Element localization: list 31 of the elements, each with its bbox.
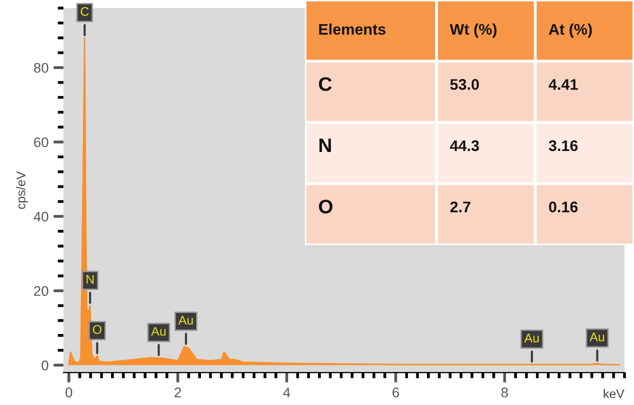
y-tick-label: 80 — [34, 62, 48, 73]
y-tick-label: 60 — [34, 137, 48, 148]
x-tick-label: 6 — [392, 388, 399, 398]
category-label: C — [318, 77, 332, 91]
category-label: O — [318, 200, 332, 214]
annotation: O — [92, 325, 102, 334]
x-tick-label: 4 — [283, 388, 290, 398]
series-label: At (%) — [548, 24, 592, 38]
x-tick-label: 0 — [66, 388, 72, 398]
category-label: N — [319, 138, 331, 152]
y-tick-label: 0 — [42, 360, 48, 370]
data-label: 2.7 — [450, 202, 470, 212]
annotation: C — [80, 7, 89, 16]
annotation: N — [86, 275, 94, 284]
data-label: 4.41 — [548, 79, 578, 90]
x-tick-label: 8 — [501, 388, 508, 398]
series-label: Wt (%) — [450, 24, 497, 38]
y-tick-label: 40 — [34, 212, 48, 222]
annotation: Au — [590, 332, 604, 342]
x-tick-label: 2 — [174, 388, 181, 398]
data-label: 44.3 — [450, 140, 479, 152]
y-axis-title: cps/eV — [16, 171, 28, 209]
data-label: 53.0 — [450, 79, 479, 90]
x-axis-title: keV — [604, 389, 624, 398]
annotation: Au — [524, 334, 539, 342]
data-label: 3.16 — [548, 140, 578, 152]
data-label: 0.16 — [549, 202, 578, 212]
annotation: Au — [151, 327, 166, 336]
text: Elements — [319, 24, 386, 35]
annotation: Au — [178, 316, 193, 325]
y-tick-label: 20 — [34, 286, 48, 296]
